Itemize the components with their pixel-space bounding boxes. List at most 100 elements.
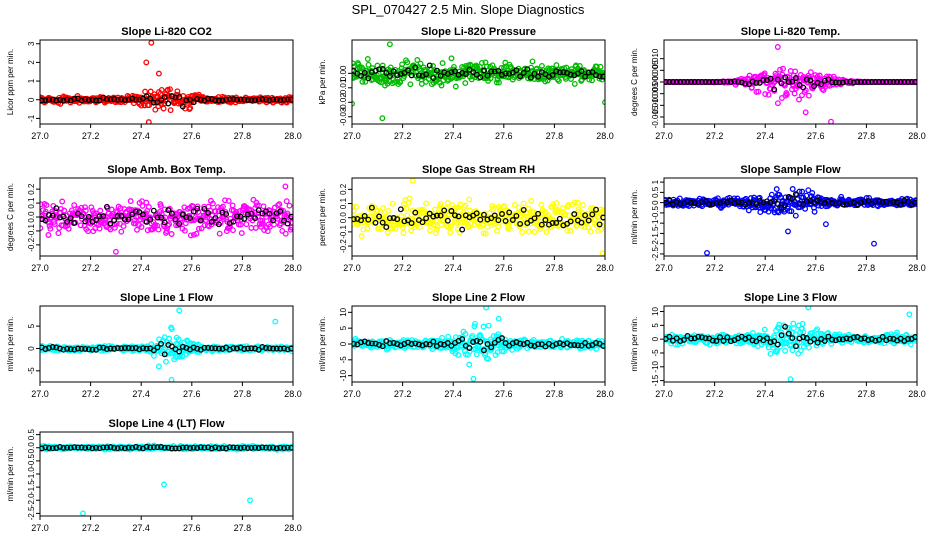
data-point — [78, 204, 85, 211]
data-point — [77, 222, 84, 229]
data-point — [398, 212, 405, 219]
data-point — [82, 207, 89, 214]
average-point — [890, 199, 897, 206]
data-point — [462, 80, 469, 87]
data-point — [399, 61, 406, 68]
data-point — [243, 221, 250, 228]
data-point — [417, 60, 424, 67]
y-tick-label: -0.015 — [651, 105, 660, 128]
average-point — [437, 341, 444, 347]
data-point — [403, 205, 410, 212]
average-point — [684, 79, 691, 85]
average-point — [358, 72, 364, 79]
data-point — [181, 227, 188, 234]
average-point — [426, 210, 433, 217]
average-point — [161, 219, 168, 226]
average-point — [556, 69, 563, 76]
average-point — [183, 214, 190, 221]
average-point — [861, 79, 868, 85]
y-tick-label: -1.5 — [651, 226, 660, 240]
data-point — [768, 191, 775, 198]
average-point — [717, 79, 723, 86]
data-point — [168, 326, 175, 333]
outlier-point — [470, 375, 477, 382]
average-point — [415, 341, 422, 348]
average-point — [284, 346, 291, 353]
average-point — [136, 346, 143, 353]
data-point — [485, 322, 492, 329]
average-point — [868, 79, 875, 85]
average-point — [397, 206, 404, 213]
x-tick-label: 27.0 — [343, 131, 361, 141]
average-point — [215, 221, 222, 228]
data-point — [362, 78, 369, 85]
average-point — [241, 215, 248, 222]
data-point — [519, 229, 526, 236]
data-point — [816, 72, 823, 79]
average-point — [452, 212, 458, 219]
average-point — [767, 75, 774, 82]
average-point — [266, 210, 273, 217]
data-point — [807, 69, 814, 76]
average-point — [502, 217, 509, 224]
data-point — [138, 102, 145, 109]
y-tick-label: -10 — [651, 360, 660, 372]
average-point — [839, 201, 846, 208]
average-point — [386, 73, 393, 79]
data-points — [40, 442, 293, 516]
y-axis-label: ml/min per min. — [318, 317, 327, 372]
average-point — [248, 345, 255, 352]
data-point — [364, 225, 371, 232]
average-point — [879, 199, 886, 206]
outlier-point — [247, 497, 253, 504]
average-point — [491, 339, 498, 346]
average-point — [67, 215, 74, 222]
y-axis-label: ml/min per min. — [630, 317, 639, 372]
average-point — [40, 97, 45, 104]
average-point — [803, 198, 810, 205]
average-point — [165, 444, 172, 451]
data-point — [195, 225, 202, 232]
average-point — [444, 340, 451, 346]
average-point — [154, 344, 161, 351]
average-point — [807, 77, 814, 84]
data-point — [263, 213, 270, 220]
average-point — [698, 79, 705, 85]
average-point — [100, 213, 107, 220]
average-point — [241, 346, 248, 352]
average-point — [78, 213, 85, 220]
average-point — [589, 69, 596, 75]
average-point — [114, 445, 121, 452]
average-point — [96, 213, 103, 220]
average-point — [731, 78, 738, 85]
average-point — [179, 211, 186, 218]
data-point — [61, 207, 68, 214]
average-point — [46, 344, 52, 351]
average-point — [89, 346, 96, 353]
average-point — [241, 96, 248, 103]
outlier-point — [145, 119, 152, 124]
data-point — [118, 228, 125, 235]
average-point — [111, 217, 118, 224]
x-tick-label: 27.8 — [234, 131, 252, 141]
average-point — [488, 344, 495, 351]
average-point — [408, 220, 415, 227]
average-point — [839, 79, 846, 86]
data-point — [45, 232, 52, 238]
y-tick-label: 0.0 — [339, 212, 348, 224]
y-tick-label: 5 — [651, 323, 660, 328]
average-point — [136, 444, 143, 451]
data-point — [71, 202, 78, 209]
average-point — [114, 212, 121, 219]
average-point — [103, 203, 110, 210]
average-point — [897, 201, 904, 208]
data-point — [520, 200, 527, 207]
average-point — [64, 345, 71, 352]
average-point — [187, 445, 193, 452]
average-point — [695, 79, 702, 85]
average-point — [499, 211, 505, 217]
average-point — [405, 217, 411, 224]
data-point — [483, 63, 490, 70]
average-point — [778, 80, 785, 87]
average-point — [872, 337, 879, 344]
